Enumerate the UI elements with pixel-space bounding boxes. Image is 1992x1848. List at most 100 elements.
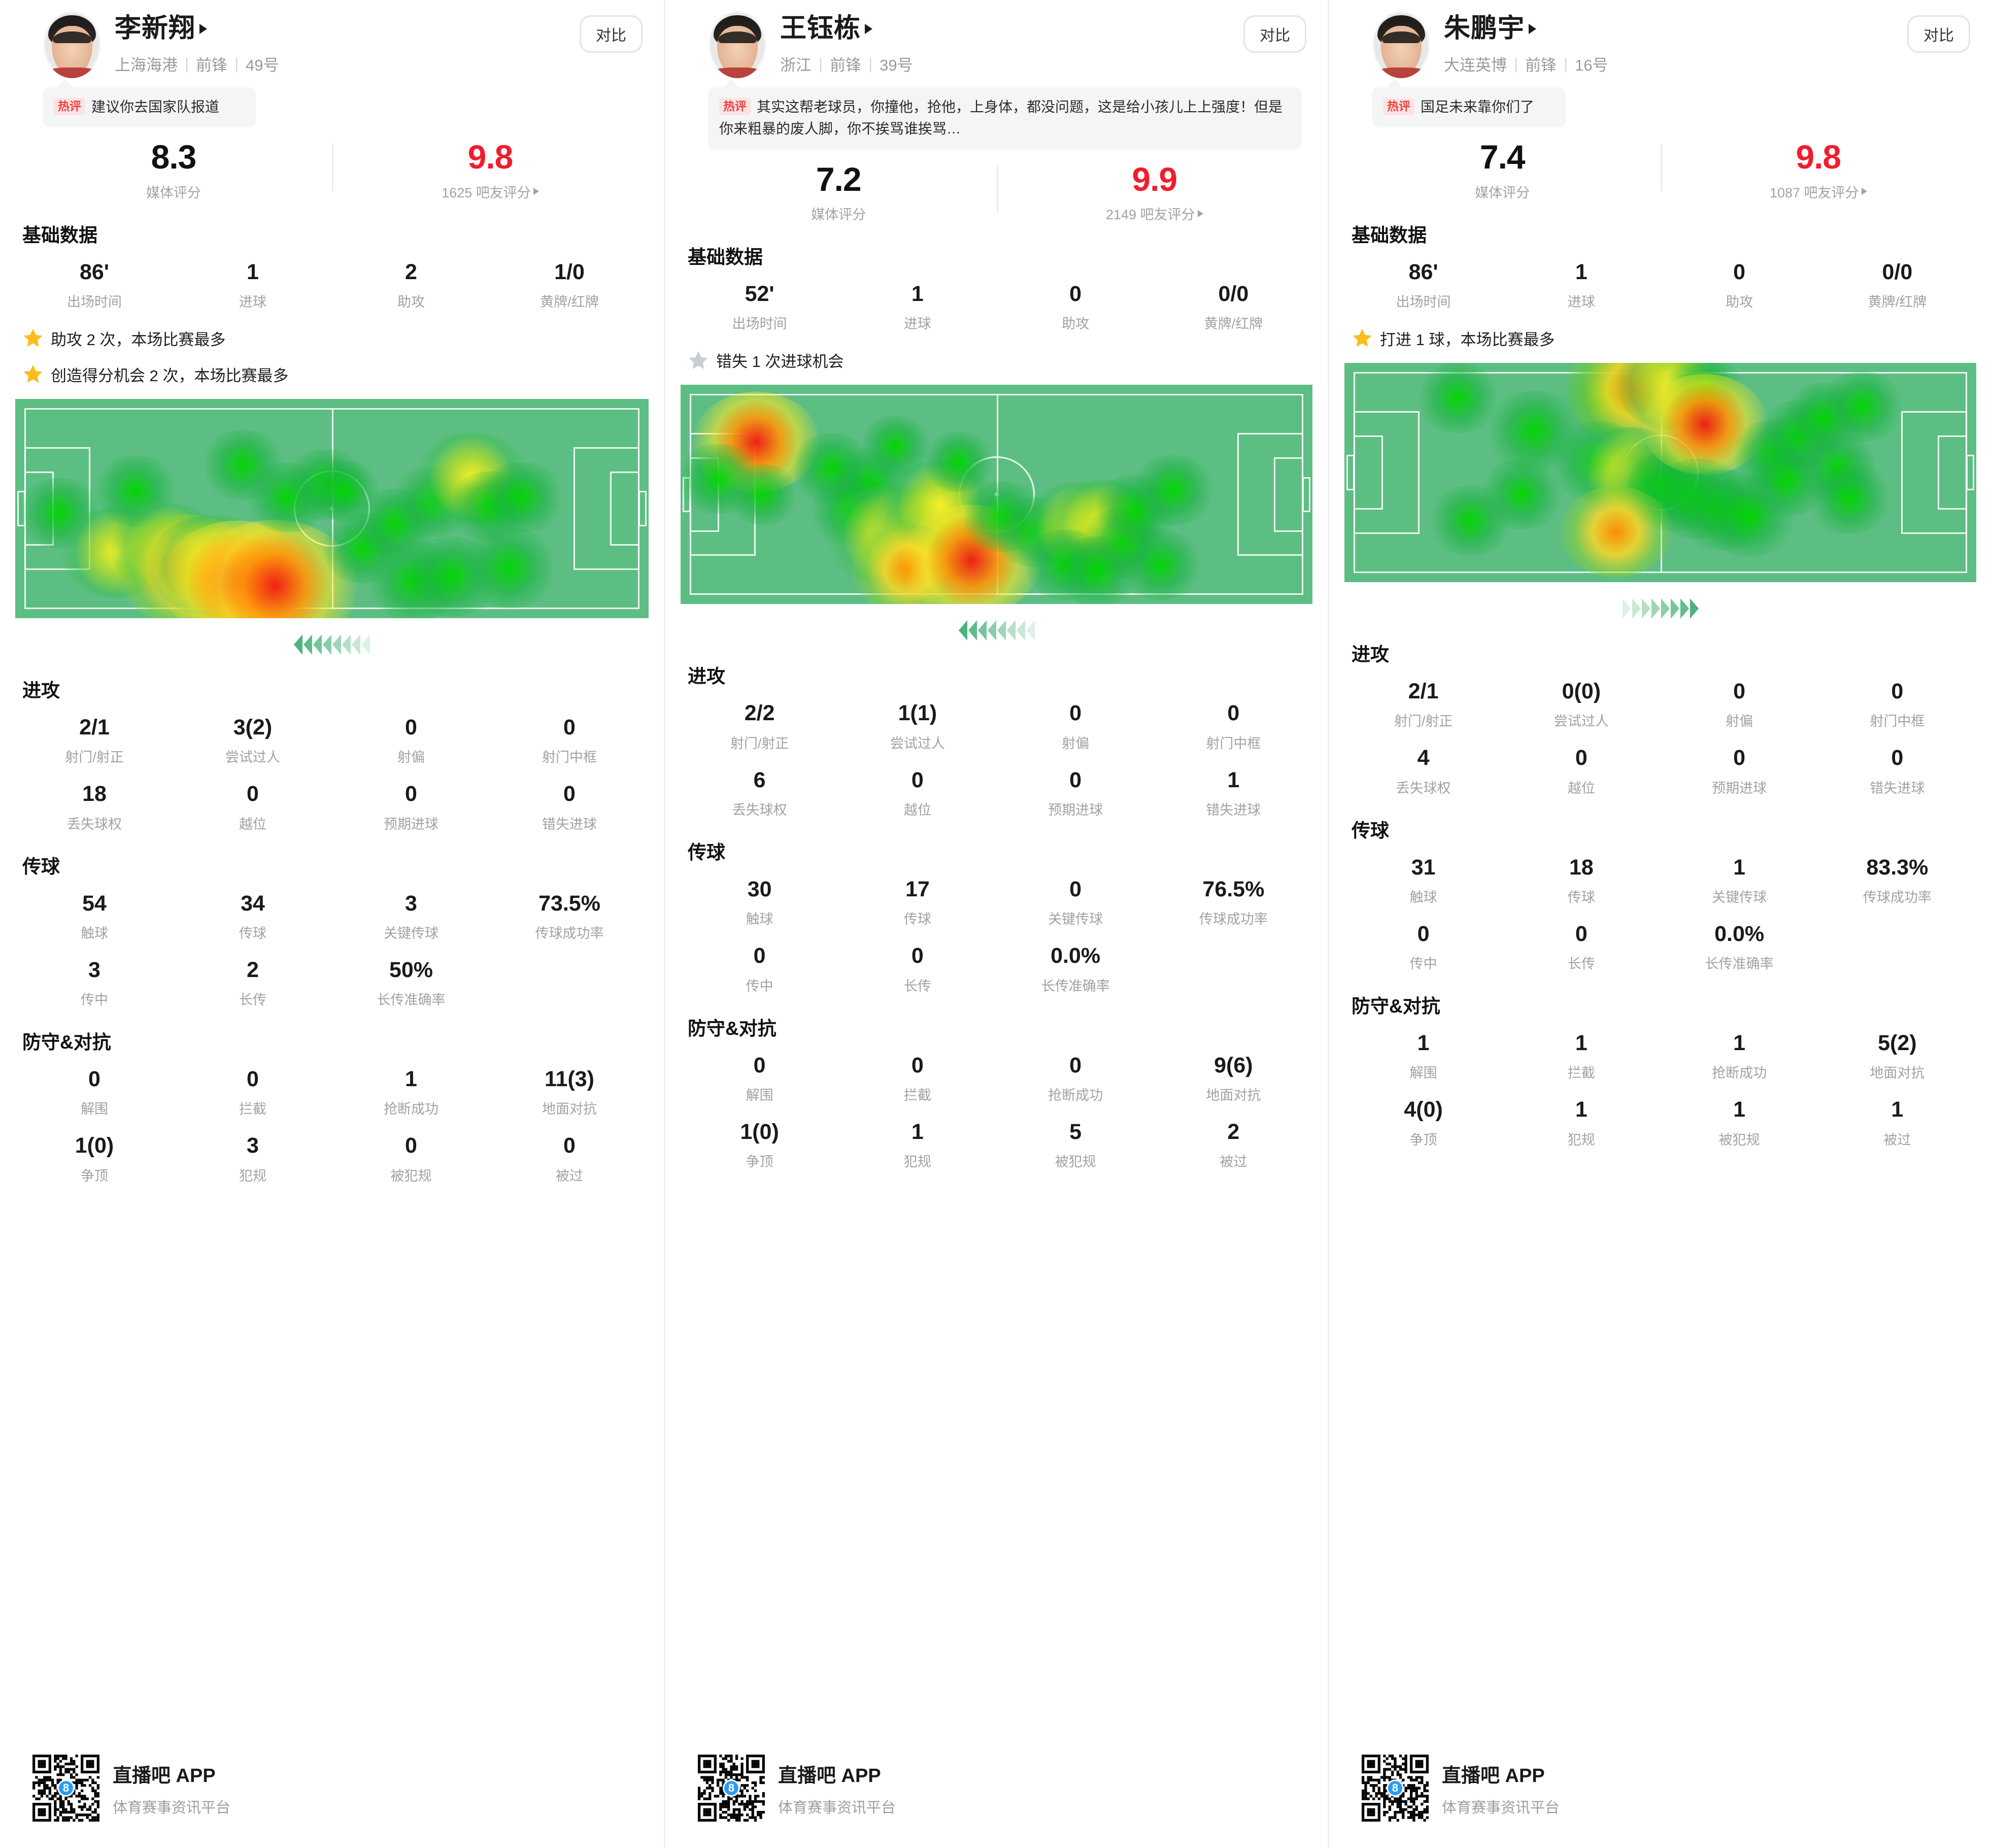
defense-stat-cell: 1 拦截 xyxy=(1502,1018,1660,1085)
defense-stat-value: 1(0) xyxy=(75,1133,114,1158)
basic-stat-label: 黄牌/红牌 xyxy=(540,294,599,310)
hot-comment[interactable]: 热评 建议你去国家队报道 xyxy=(43,79,256,128)
player-name[interactable]: 王钰栋 xyxy=(780,14,1312,43)
defense-stat-cell: 1 抢断成功 xyxy=(1661,1018,1818,1085)
highlight-badge: 打进 1 球，本场比赛最多 xyxy=(1352,327,1976,350)
defense-stat-label: 犯规 xyxy=(239,1168,266,1184)
defense-stat-cell: 1 被犯规 xyxy=(1661,1085,1818,1151)
pass-stat-cell: 54 触球 xyxy=(15,879,174,945)
attack-stat-label: 射门中框 xyxy=(1870,714,1925,729)
basic-stat-label: 进球 xyxy=(903,316,931,332)
hot-comment[interactable]: 热评 其实这帮老球员，你撞他，抢他，上身体，都没问题，这是给小孩儿上上强度！但是你… xyxy=(708,79,1302,150)
attack-stat-label: 预期进球 xyxy=(1048,802,1103,818)
direction-chevron xyxy=(977,620,987,641)
basic-section-title: 基础数据 xyxy=(688,247,763,268)
qr-code[interactable]: 8 xyxy=(1362,1755,1429,1822)
pass-stat-value: 1 xyxy=(1733,855,1746,880)
media-rating-value: 7.2 xyxy=(816,160,862,198)
highlight-badge: 助攻 2 次，本场比赛最多 xyxy=(22,327,649,350)
fan-rating-value: 9.8 xyxy=(467,138,514,176)
app-name: 直播吧 APP xyxy=(1442,1765,1545,1787)
pass-stat-value: 83.3% xyxy=(1866,855,1929,880)
direction-chevron xyxy=(1680,598,1689,619)
player-team: 大连英博 xyxy=(1444,56,1507,75)
defense-stat-value: 1 xyxy=(1733,1031,1746,1056)
basic-section-title: 基础数据 xyxy=(22,224,97,246)
player-header: 李新翔 上海海港 | 前锋 | 49号 对比 xyxy=(15,0,649,78)
basic-stat-value: 0 xyxy=(1069,282,1082,307)
hot-comment[interactable]: 热评 国足未来靠你们了 xyxy=(1372,79,1566,128)
basic-stat-label: 助攻 xyxy=(1726,294,1753,310)
chevron-right-icon xyxy=(1529,23,1537,34)
compare-button[interactable]: 对比 xyxy=(1907,15,1970,53)
attack-stat-grid: 2/1 射门/射正 0(0) 尝试过人 0 射偏 0 射门中框 4 丢失球权 0 越位 0 预期进球 0 错失… xyxy=(1344,666,1976,800)
basic-stat-grid: 52' 出场时间 1 进球 0 助攻 0/0 黄牌/红牌 xyxy=(681,269,1312,335)
hot-comment-text: 建议你去国家队报道 xyxy=(91,99,220,115)
attack-stat-value: 0 xyxy=(563,715,576,740)
defense-stat-label: 地面对抗 xyxy=(1206,1087,1261,1103)
attack-direction-right xyxy=(1344,593,1976,624)
attack-stat-value: 0 xyxy=(1227,701,1240,726)
attack-stat-label: 丢失球权 xyxy=(1396,780,1451,796)
qr-code[interactable]: 8 xyxy=(32,1755,99,1822)
basic-stat-value: 0/0 xyxy=(1218,282,1249,307)
attack-stat-value: 0 xyxy=(1069,767,1082,792)
chevron-right-icon xyxy=(199,23,208,34)
pass-stat-label: 传球 xyxy=(1567,889,1595,905)
defense-stat-cell: 0 抢断成功 xyxy=(997,1040,1155,1107)
attack-stat-value: 0 xyxy=(1733,746,1746,770)
compare-button[interactable]: 对比 xyxy=(580,15,643,53)
basic-stat-cell: 86' 出场时间 xyxy=(15,247,174,314)
player-position: 前锋 xyxy=(830,56,862,75)
attack-stat-grid: 2/1 射门/射正 3(2) 尝试过人 0 射偏 0 射门中框 18 丢失球权 0 越位 0 预期进球 0 错… xyxy=(15,702,649,836)
defense-stat-grid: 0 解围 0 拦截 0 抢断成功 9(6) 地面对抗 1(0) 争顶 1 犯规 5 被犯规 2 被过 xyxy=(681,1040,1312,1174)
defense-stat-cell: 0 拦截 xyxy=(838,1040,996,1107)
attack-stat-value: 0 xyxy=(1891,679,1904,703)
compare-button[interactable]: 对比 xyxy=(1243,15,1306,53)
fan-rating[interactable]: 9.8 1625 吧友评分 xyxy=(332,139,649,204)
fan-rating-count: 1625 吧友评分 xyxy=(442,185,531,200)
attack-stat-value: 2/2 xyxy=(744,701,775,726)
basic-stat-cell: 0 助攻 xyxy=(997,269,1155,335)
defense-stat-cell: 1(0) 争顶 xyxy=(681,1107,838,1173)
chevron-right-icon xyxy=(865,23,873,34)
attack-stat-value: 1(1) xyxy=(898,701,937,726)
defense-stat-label: 被犯规 xyxy=(1718,1132,1760,1148)
basic-stat-cell: 0 助攻 xyxy=(1661,247,1818,314)
pass-stat-cell: 17 传球 xyxy=(838,864,996,931)
attack-stat-cell: 6 丢失球权 xyxy=(681,755,838,822)
fan-rating[interactable]: 9.8 1087 吧友评分 xyxy=(1660,139,1977,204)
defense-stat-label: 拦截 xyxy=(903,1087,931,1103)
pass-stat-label: 关键传球 xyxy=(1712,889,1767,905)
direction-chevron xyxy=(1026,620,1035,641)
attack-stat-label: 丢失球权 xyxy=(67,816,122,832)
basic-stat-value: 1/0 xyxy=(554,259,585,284)
basic-stat-cell: 2 助攻 xyxy=(332,247,490,314)
attack-stat-value: 0 xyxy=(1733,679,1746,703)
defense-stat-value: 5(2) xyxy=(1878,1031,1917,1056)
defense-stat-cell: 0 被犯规 xyxy=(332,1121,490,1187)
direction-chevron xyxy=(332,634,341,655)
fan-rating[interactable]: 9.9 2149 吧友评分 xyxy=(996,161,1313,226)
basic-stat-label: 黄牌/红牌 xyxy=(1868,294,1927,310)
attack-stat-cell: 3(2) 尝试过人 xyxy=(174,702,332,769)
defense-stat-label: 争顶 xyxy=(746,1154,773,1170)
fan-rating-label: 1087 吧友评分 xyxy=(1661,182,1977,201)
avatar xyxy=(44,11,100,78)
player-name[interactable]: 朱鹏宇 xyxy=(1444,14,1976,43)
ratings-row: 7.2 媒体评分 9.9 2149 吧友评分 xyxy=(681,161,1312,226)
basic-stat-value: 52' xyxy=(745,282,774,307)
qr-code[interactable]: 8 xyxy=(698,1755,765,1822)
defense-section-title: 防守&对抗 xyxy=(22,1032,111,1053)
pass-stat-label: 传中 xyxy=(1409,956,1437,972)
basic-stat-label: 进球 xyxy=(1567,294,1595,310)
player-number: 49号 xyxy=(246,56,279,75)
basic-stat-cell: 1 进球 xyxy=(838,269,996,335)
app-footer: 8 直播吧 APP 体育赛事资讯平台 xyxy=(681,1755,896,1822)
pass-stat-cell: 1 关键传球 xyxy=(1661,843,1818,909)
player-team: 浙江 xyxy=(780,56,812,75)
highlight-badges: 助攻 2 次，本场比赛最多 创造得分机会 2 次，本场比赛最多 xyxy=(22,327,649,386)
player-name[interactable]: 李新翔 xyxy=(115,14,649,43)
basic-stat-value: 1 xyxy=(1575,259,1588,284)
defense-stat-cell: 4(0) 争顶 xyxy=(1344,1085,1502,1151)
